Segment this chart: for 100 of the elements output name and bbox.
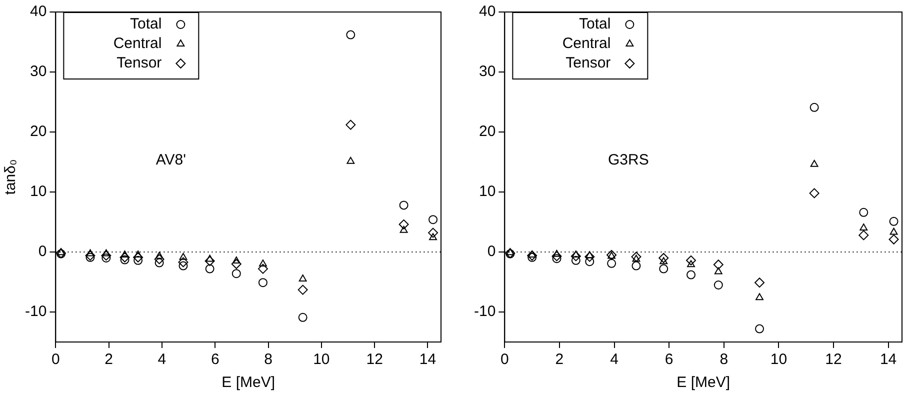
point	[809, 188, 820, 198]
point	[133, 252, 144, 262]
point	[632, 261, 641, 270]
point	[231, 259, 242, 269]
point	[346, 30, 356, 40]
point	[810, 160, 818, 167]
point	[232, 256, 240, 264]
x-tick-label: 14	[419, 351, 436, 368]
point	[57, 248, 65, 256]
y-tick-label: 10	[30, 183, 47, 200]
point	[102, 249, 110, 256]
point	[102, 254, 111, 262]
point	[258, 260, 267, 266]
point	[686, 270, 696, 280]
x-tick-label: 2	[104, 351, 113, 368]
point	[586, 251, 594, 258]
y-tick-label: 40	[30, 3, 47, 20]
point	[232, 269, 241, 278]
x-tick-label: 10	[770, 351, 788, 368]
point	[552, 250, 561, 257]
y-tick-label: 30	[30, 63, 47, 80]
point	[400, 226, 408, 233]
x-axis-title: E [MeV]	[676, 374, 730, 392]
point	[120, 252, 130, 262]
point	[888, 234, 899, 244]
point	[206, 254, 214, 262]
point	[120, 250, 129, 258]
y-tick-label: -10	[474, 303, 496, 320]
point	[528, 250, 536, 258]
x-tick-label: 6	[664, 351, 674, 368]
point	[659, 264, 668, 274]
x-tick-label: 4	[158, 351, 166, 368]
x-tick-label: 4	[610, 351, 618, 368]
point	[686, 255, 696, 266]
point	[756, 293, 764, 300]
point	[552, 251, 562, 262]
y-tick-label: 20	[30, 123, 47, 140]
legend-label: Tensor	[116, 54, 162, 72]
point	[506, 248, 514, 256]
point	[571, 256, 580, 265]
annotation: G3RS	[608, 152, 649, 169]
point	[570, 251, 581, 262]
point	[584, 252, 595, 262]
x-tick-label: 0	[52, 351, 60, 368]
y-tick-label: 20	[478, 123, 496, 140]
point	[858, 230, 869, 240]
y-tick-label: 40	[478, 3, 496, 20]
point	[298, 274, 307, 282]
legend-label: Central	[562, 35, 611, 52]
point	[154, 258, 164, 268]
x-axis-title: E [MeV]	[222, 374, 276, 392]
point	[399, 200, 408, 210]
x-tick-label: 8	[720, 351, 728, 368]
annotation: AV8'	[156, 152, 186, 169]
point	[429, 233, 437, 240]
point	[585, 257, 594, 266]
x-tick-label: 14	[880, 351, 897, 368]
point	[714, 280, 723, 290]
point	[154, 254, 164, 264]
point	[572, 250, 580, 258]
point	[889, 216, 898, 226]
x-tick-label: 12	[366, 351, 383, 368]
point	[755, 324, 764, 334]
legend-label: Central	[113, 35, 162, 52]
point	[178, 261, 188, 270]
point	[86, 249, 94, 256]
y-tick-label: -10	[24, 303, 47, 320]
x-tick-label: 0	[500, 351, 509, 368]
point	[632, 254, 640, 262]
point	[398, 219, 409, 230]
point	[178, 257, 188, 268]
y-tick-label: 30	[478, 63, 496, 80]
point	[890, 228, 898, 235]
x-tick-label: 12	[825, 351, 842, 368]
point	[258, 278, 268, 288]
point	[205, 264, 214, 274]
point	[660, 257, 668, 264]
y-axis-title: tanδ₀	[2, 159, 20, 195]
x-tick-label: 6	[210, 351, 220, 368]
y-tick-label: 0	[38, 243, 47, 260]
x-tick-label: 2	[555, 351, 564, 368]
point	[713, 260, 724, 270]
point	[859, 208, 868, 217]
point	[346, 156, 355, 164]
point	[552, 254, 562, 264]
legend-label: Total	[130, 16, 162, 33]
x-tick-label: 10	[313, 351, 330, 368]
y-tick-label: 10	[478, 183, 496, 200]
point	[631, 252, 642, 262]
point	[607, 258, 616, 268]
point	[155, 252, 164, 259]
point	[101, 250, 112, 261]
point	[428, 215, 438, 224]
point	[658, 253, 669, 263]
point	[298, 284, 308, 295]
point	[134, 250, 142, 258]
point	[120, 255, 130, 264]
point	[810, 102, 819, 112]
point	[204, 256, 215, 266]
point	[860, 224, 868, 230]
